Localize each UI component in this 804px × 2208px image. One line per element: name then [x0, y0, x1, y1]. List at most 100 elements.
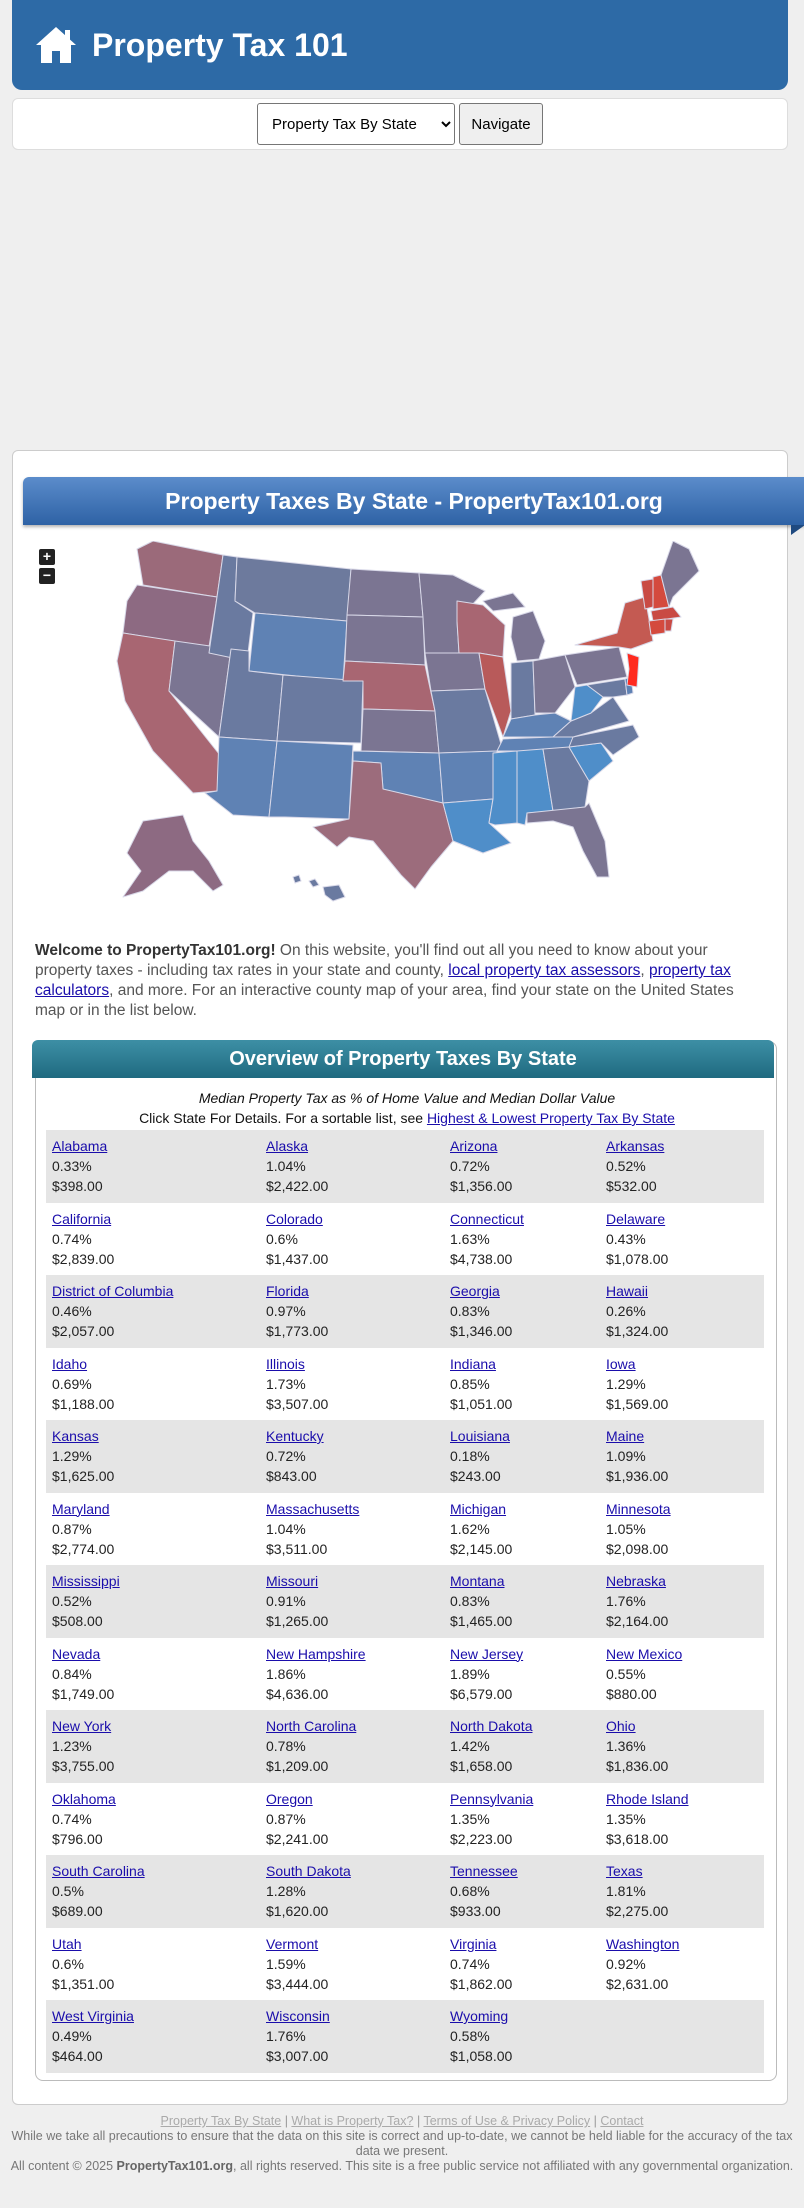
state-link[interactable]: Kentucky	[266, 1428, 324, 1444]
state-link[interactable]: Connecticut	[450, 1210, 524, 1227]
state-link[interactable]: Louisiana	[450, 1428, 510, 1444]
map-state-florida[interactable]	[526, 802, 610, 878]
map-state-mississippi[interactable]	[488, 750, 518, 826]
state-link[interactable]: Oklahoma	[52, 1790, 116, 1807]
map-state-alaska[interactable]	[122, 814, 224, 898]
state-link[interactable]: Kansas	[52, 1428, 99, 1444]
state-link[interactable]: Iowa	[606, 1355, 636, 1372]
state-link[interactable]: Tennessee	[450, 1863, 518, 1879]
state-link[interactable]: Maine	[606, 1428, 645, 1444]
state-link[interactable]: Delaware	[606, 1210, 666, 1227]
zoom-out-button[interactable]: −	[39, 568, 55, 584]
state-tax-rate: 1.29%	[52, 1448, 92, 1464]
state-link[interactable]: New Jersey	[450, 1645, 524, 1662]
state-link[interactable]: Virginia	[450, 1935, 497, 1952]
state-link[interactable]: Alaska	[266, 1138, 309, 1154]
state-link[interactable]: Massachusetts	[266, 1500, 360, 1517]
map-state-new-mexico[interactable]	[268, 740, 354, 820]
state-link[interactable]: California	[52, 1210, 112, 1227]
map-state-indiana[interactable]	[510, 660, 536, 720]
map-state-hawaii[interactable]	[292, 874, 346, 902]
state-link[interactable]: District of Columbia	[52, 1283, 174, 1299]
state-link[interactable]: Idaho	[52, 1355, 88, 1372]
state-link[interactable]: Arkansas	[606, 1138, 665, 1154]
state-link[interactable]: Wisconsin	[266, 2008, 330, 2024]
state-link[interactable]: Oregon	[266, 1790, 313, 1807]
map-state-massachusetts[interactable]	[650, 606, 682, 622]
state-link[interactable]: Nebraska	[606, 1573, 666, 1589]
us-states-map[interactable]	[113, 541, 703, 911]
state-link[interactable]: Alabama	[52, 1138, 108, 1154]
map-state-connecticut[interactable]	[648, 618, 666, 636]
map-state-arkansas[interactable]	[438, 750, 498, 804]
highest-lowest-link[interactable]: Highest & Lowest Property Tax By State	[426, 1110, 675, 1126]
map-state-maine[interactable]	[660, 541, 700, 608]
home-icon[interactable]	[34, 23, 78, 67]
map-state-north-carolina[interactable]	[568, 724, 640, 756]
state-link[interactable]: Minnesota	[606, 1500, 671, 1517]
footer-link[interactable]: Property Tax By State	[160, 2114, 282, 2128]
footer-link[interactable]: Contact	[600, 2114, 644, 2128]
map-state-pennsylvania[interactable]	[564, 646, 628, 686]
state-link[interactable]: Rhode Island	[606, 1790, 689, 1807]
state-link[interactable]: Missouri	[266, 1573, 319, 1589]
map-state-maryland[interactable]	[586, 678, 628, 698]
state-link[interactable]: Maryland	[52, 1500, 110, 1517]
map-state-iowa[interactable]	[424, 652, 486, 692]
map-state-michigan[interactable]	[482, 592, 546, 662]
state-link[interactable]: Wyoming	[450, 2008, 509, 2024]
state-link[interactable]: Indiana	[450, 1355, 496, 1372]
state-link[interactable]: Hawaii	[606, 1283, 649, 1299]
state-link[interactable]: New Mexico	[606, 1645, 683, 1662]
state-link[interactable]: Colorado	[266, 1210, 323, 1227]
map-state-new-york[interactable]	[574, 596, 654, 650]
local-assessors-link[interactable]: local property tax assessors	[448, 962, 641, 979]
state-link[interactable]: North Dakota	[450, 1718, 533, 1734]
map-state-rhode-island[interactable]	[664, 618, 674, 632]
map-state-new-jersey[interactable]	[626, 652, 640, 688]
map-state-georgia[interactable]	[542, 746, 590, 812]
map-state-wyoming[interactable]	[248, 612, 348, 682]
map-state-illinois[interactable]	[478, 652, 512, 738]
state-tax-rate: 0.83%	[450, 1303, 490, 1319]
state-link[interactable]: Georgia	[450, 1283, 500, 1299]
state-tax-rate: 0.49%	[52, 2028, 92, 2044]
map-state-texas[interactable]	[312, 760, 454, 890]
state-link[interactable]: Florida	[266, 1283, 309, 1299]
state-select[interactable]: Property Tax By State	[257, 103, 455, 145]
table-row: Alabama 0.33% $398.00 Alaska 1.04% $2,422.00 A…	[46, 1130, 764, 1203]
state-link[interactable]: Arizona	[450, 1138, 498, 1154]
map-state-south-dakota[interactable]	[344, 614, 426, 666]
state-link[interactable]: Ohio	[606, 1718, 636, 1734]
state-link[interactable]: Mississippi	[52, 1573, 120, 1589]
footer-link[interactable]: What is Property Tax?	[291, 2114, 414, 2128]
state-link[interactable]: North Carolina	[266, 1718, 357, 1734]
state-link[interactable]: Illinois	[266, 1355, 305, 1372]
state-tax-rate: 1.23%	[52, 1738, 92, 1754]
site-title[interactable]: Property Tax 101	[92, 26, 348, 63]
state-link[interactable]: South Carolina	[52, 1863, 145, 1879]
state-median-tax: $1,058.00	[450, 2048, 513, 2064]
state-link[interactable]: Texas	[606, 1863, 643, 1879]
map-state-montana[interactable]	[234, 556, 352, 622]
tax-calculators-link[interactable]: property tax calculators	[35, 962, 731, 999]
state-link[interactable]: West Virginia	[52, 2008, 134, 2024]
state-link[interactable]: Utah	[52, 1935, 82, 1952]
map-state-kansas[interactable]	[360, 708, 440, 754]
map-state-north-dakota[interactable]	[346, 568, 424, 618]
state-link[interactable]: Washington	[606, 1935, 680, 1952]
state-link[interactable]: South Dakota	[266, 1863, 351, 1879]
state-cell: Florida 0.97% $1,773.00	[266, 1281, 450, 1348]
state-link[interactable]: Michigan	[450, 1500, 507, 1517]
state-link[interactable]: Nevada	[52, 1645, 101, 1662]
state-link[interactable]: Vermont	[266, 1935, 319, 1952]
map-state-ohio[interactable]	[532, 654, 576, 714]
state-link[interactable]: Pennsylvania	[450, 1790, 534, 1807]
navigate-button[interactable]: Navigate	[459, 103, 543, 145]
zoom-in-button[interactable]: +	[39, 549, 55, 565]
state-link[interactable]: New York	[52, 1718, 112, 1734]
state-link[interactable]: New Hampshire	[266, 1645, 366, 1662]
footer-link[interactable]: Terms of Use & Privacy Policy	[423, 2114, 591, 2128]
state-link[interactable]: Montana	[450, 1573, 505, 1589]
map-state-colorado[interactable]	[276, 674, 364, 744]
